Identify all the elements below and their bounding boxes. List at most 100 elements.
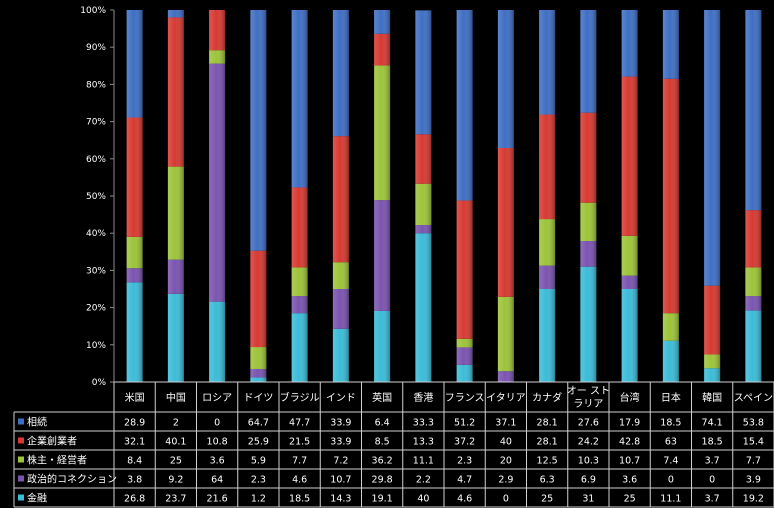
y-tick-label: 100% (80, 6, 106, 16)
y-tick-label: 20% (86, 304, 106, 314)
bar-segment-shade (456, 338, 473, 348)
bar-segment-shade (126, 282, 143, 382)
bar-segment-shade (621, 235, 638, 276)
x-category-label: ロシア (202, 393, 232, 404)
data-label: 51.2 (454, 418, 475, 429)
bar-segment-shade (374, 200, 391, 311)
data-label: 3.7 (705, 456, 720, 467)
bar-segment-shade (415, 233, 432, 382)
data-label: 37.1 (495, 418, 516, 429)
data-label: 20 (500, 456, 512, 467)
legend-label: 政治的コネクション (27, 473, 117, 486)
bar-segment-shade (704, 354, 721, 369)
legend-label: 企業創業者 (27, 435, 77, 448)
bar-segment-shade (250, 250, 267, 348)
bar-segment-shade (374, 310, 391, 382)
data-label: 5.9 (251, 456, 266, 467)
x-category-label: 米国 (125, 391, 145, 404)
y-tick-label: 0% (92, 378, 107, 388)
bar-segment-shade (497, 10, 514, 149)
data-label: 14.3 (330, 494, 351, 505)
data-label: 4.7 (457, 475, 472, 486)
bar-segment-shade (704, 368, 721, 382)
bar-segment-shade (332, 289, 349, 329)
data-label: 18.5 (289, 494, 310, 505)
x-category-label: 香港 (413, 392, 433, 404)
data-label: 53.8 (743, 418, 764, 429)
bar-segment-shade (126, 236, 143, 269)
data-label: 63 (665, 437, 677, 448)
data-label: 10.7 (619, 456, 640, 467)
bar-segment-shade (621, 76, 638, 236)
data-label: 17.9 (619, 418, 640, 429)
data-label: 4.6 (292, 475, 307, 486)
data-label: 11.1 (413, 456, 434, 467)
bar-segment-shade (374, 10, 391, 34)
x-category-label: 韓国 (702, 392, 722, 404)
bar-segment-shade (332, 10, 349, 137)
y-tick-label: 30% (86, 266, 106, 276)
bar-segment-shade (332, 328, 349, 382)
bar-segment-shade (539, 289, 556, 382)
data-label: 37.2 (454, 437, 475, 448)
data-label: 27.6 (578, 418, 599, 429)
data-label: 25 (541, 494, 553, 505)
data-label: 23.7 (165, 494, 186, 505)
data-label: 33.3 (413, 418, 434, 429)
bar-segment-shade (580, 241, 597, 267)
y-tick-label: 50% (86, 192, 106, 202)
bar-segment-shade (415, 10, 432, 135)
bar-segment-shade (456, 200, 473, 339)
x-category-label: 日本 (661, 391, 681, 404)
bar-segment-shade (415, 183, 432, 226)
bar-segment-shade (291, 296, 308, 314)
bar-segment-shade (209, 63, 226, 302)
bar-segment-shade (167, 10, 184, 18)
data-label: 29.8 (372, 475, 393, 486)
bar-segment-shade (209, 10, 226, 51)
bar-segment-shade (539, 219, 556, 266)
data-label: 2 (173, 418, 179, 429)
x-category-label: スペイン (734, 393, 773, 404)
bar-segment-shade (662, 78, 679, 314)
bar-segment-shade (167, 166, 184, 260)
data-label: 8.4 (127, 456, 142, 467)
y-tick-label: 40% (86, 229, 106, 239)
data-label: 3.8 (127, 475, 142, 486)
bar-segment-shade (126, 10, 143, 118)
data-label: 8.5 (375, 437, 390, 448)
y-tick-label: 90% (86, 43, 106, 53)
bar-segment-shade (250, 377, 267, 382)
data-label: 0 (668, 475, 674, 486)
bar-segment-shade (497, 148, 514, 297)
x-category-label: イタリア (486, 392, 526, 404)
bar-segment-shade (621, 289, 638, 382)
data-label: 7.2 (333, 456, 348, 467)
data-label: 2.3 (251, 475, 266, 486)
data-label: 12.5 (537, 456, 558, 467)
x-category-label: 中国 (166, 391, 186, 404)
bar-segment-shade (662, 340, 679, 382)
bar-segment-shade (291, 267, 308, 297)
data-label: 2.9 (498, 475, 513, 486)
legend-swatch (18, 437, 24, 444)
data-label: 74.1 (702, 418, 723, 429)
data-label: 6.4 (375, 418, 390, 429)
data-label: 9.2 (168, 475, 183, 486)
bar-segment-shade (374, 33, 391, 66)
data-label: 25 (624, 494, 636, 505)
data-label: 24.2 (578, 437, 599, 448)
data-label: 10.3 (578, 456, 599, 467)
bar-segment-shade (745, 10, 762, 211)
bar-segment-shade (250, 10, 267, 251)
bar-segment-shade (250, 347, 267, 369)
data-label: 40.1 (165, 437, 186, 448)
x-category-label: 英国 (372, 391, 392, 404)
bar-segment-shade (209, 50, 226, 64)
data-label: 21.5 (289, 437, 310, 448)
bar-segment-shade (250, 368, 267, 378)
bar-segment-shade (456, 347, 473, 365)
bar-segment-shade (745, 310, 762, 382)
